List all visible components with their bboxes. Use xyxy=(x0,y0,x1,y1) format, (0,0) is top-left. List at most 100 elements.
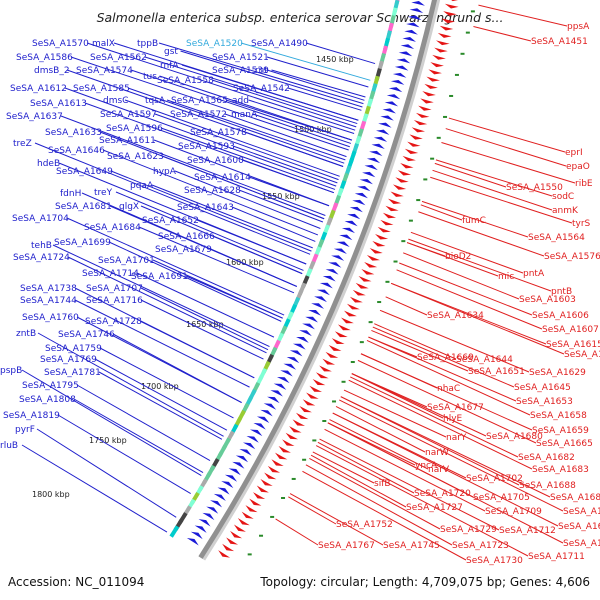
forward-gene-arrow xyxy=(253,423,266,430)
left-leader-line xyxy=(130,69,352,144)
left-leader-line xyxy=(154,113,339,181)
left-leader-line xyxy=(60,115,326,216)
right-leader-line xyxy=(343,389,447,438)
left-gene-label: pyrF xyxy=(15,425,35,435)
left-gene-label: SeSA_A1600 xyxy=(187,156,244,166)
reverse-gene-arrow xyxy=(439,25,454,31)
gc-content-dot xyxy=(359,341,364,344)
reverse-gene-arrow xyxy=(315,372,329,379)
reverse-gene-arrow xyxy=(443,11,457,16)
left-gene-label: gst xyxy=(164,47,178,57)
gc-content-dot xyxy=(436,136,441,139)
left-gene-label: SeSA_A1520 xyxy=(186,39,243,49)
gc-content-dot xyxy=(470,10,475,13)
left-gene-label: SeSA_A1714 xyxy=(82,269,139,279)
left-leader-line xyxy=(151,184,313,249)
right-gene-label: SeSA_A1680 xyxy=(486,432,543,442)
left-gene-label: SeSA_A1707 xyxy=(86,284,143,294)
left-gene-label: SeSA_A1681 xyxy=(55,202,112,212)
forward-gene-arrow xyxy=(239,448,252,456)
left-gene-label: SeSA_A1572 xyxy=(170,110,227,120)
reverse-gene-arrow xyxy=(377,226,391,233)
forward-gene-arrow xyxy=(390,79,405,85)
left-gene-label: pqaA xyxy=(130,181,154,191)
reverse-gene-arrow xyxy=(358,275,372,282)
right-leader-line xyxy=(390,282,565,355)
gc-content-dot xyxy=(454,73,459,76)
left-leader-line xyxy=(181,64,359,121)
forward-gene-arrow xyxy=(349,206,363,213)
forward-gene-arrow xyxy=(228,468,241,476)
left-leader-line xyxy=(231,206,316,242)
forward-gene-arrow xyxy=(373,136,388,142)
right-gene-label: mic xyxy=(498,272,514,282)
left-gene-label: SeSA_A1597 xyxy=(100,110,157,120)
reverse-gene-arrow xyxy=(319,365,332,372)
right-leader-line xyxy=(372,326,515,388)
right-leader-line xyxy=(379,309,530,373)
right-gene-label: SeSA_A1689 xyxy=(550,493,600,503)
right-leader-line xyxy=(312,451,375,484)
forward-gene-arrow xyxy=(273,383,287,390)
reverse-gene-arrow xyxy=(271,459,284,466)
right-leader-line xyxy=(360,353,533,431)
right-gene-label: pntA xyxy=(523,269,545,279)
reverse-gene-arrow xyxy=(387,198,402,205)
left-gene-label: SeSA_A1570 xyxy=(32,39,89,49)
forward-gene-arrow xyxy=(362,171,376,178)
left-gene-label: add xyxy=(232,96,249,106)
right-gene-label: anmK xyxy=(552,206,579,216)
reverse-gene-arrow xyxy=(369,247,383,254)
right-gene-label: SeSA_A1702 xyxy=(466,474,523,484)
kbp-tick-label: 1550 kbp xyxy=(262,192,300,201)
kbp-tick-label: 1800 kbp xyxy=(32,490,70,499)
left-leader-line xyxy=(180,50,363,108)
left-gene-label: SeSA_A1646 xyxy=(48,146,105,156)
leader-line-layer xyxy=(21,4,576,561)
left-leader-line xyxy=(136,272,275,338)
left-gene-label: SeSA_A1628 xyxy=(184,186,241,196)
left-leader-line xyxy=(21,444,168,533)
reverse-gene-arrow xyxy=(237,518,250,526)
right-gene-label: SeSA_A1629 xyxy=(529,368,586,378)
left-leader-line xyxy=(266,69,365,101)
right-leader-line xyxy=(368,336,517,402)
forward-gene-arrow xyxy=(260,409,273,417)
left-leader-line xyxy=(166,99,346,161)
forward-gene-arrow xyxy=(249,429,263,437)
right-leader-line xyxy=(420,204,463,221)
right-leader-line xyxy=(327,422,564,544)
forward-gene-arrow xyxy=(263,403,277,410)
left-gene-label: zntB xyxy=(16,329,36,339)
reverse-gene-arrow xyxy=(372,240,386,247)
forward-gene-arrow xyxy=(371,143,385,149)
left-gene-label: SeSA_A1585 xyxy=(73,84,130,94)
reverse-gene-arrow xyxy=(334,331,348,338)
reverse-gene-arrow xyxy=(420,98,434,104)
right-gene-label: eprI xyxy=(565,148,583,158)
forward-gene-arrow xyxy=(270,390,283,397)
left-gene-label: hdeB xyxy=(37,159,60,169)
left-gene-label: SeSA_A1596 xyxy=(106,124,163,134)
left-leader-line xyxy=(211,79,357,128)
left-leader-line xyxy=(158,42,364,105)
forward-gene-arrow xyxy=(400,44,415,50)
reverse-gene-arrow xyxy=(241,511,254,519)
left-gene-label: rluB xyxy=(0,441,18,451)
reverse-gene-arrow xyxy=(337,324,351,331)
left-leader-line xyxy=(266,56,369,88)
forward-gene-arrow xyxy=(267,396,280,404)
right-gene-label: SeSA_A1645 xyxy=(514,383,571,393)
right-gene-label: nhaC xyxy=(437,384,460,394)
left-leader-line xyxy=(232,145,338,184)
right-leader-line xyxy=(399,262,533,316)
right-gene-label: SeSA_A1651 xyxy=(468,367,525,377)
reverse-gene-arrow xyxy=(292,419,306,426)
right-gene-label: hlyE xyxy=(443,414,463,424)
right-gene-label: yncA xyxy=(415,461,438,471)
left-leader-line xyxy=(34,142,311,255)
reverse-gene-arrow xyxy=(382,212,397,219)
forward-gene-arrow xyxy=(396,58,411,64)
kbp-tick-label: 1650 kbp xyxy=(186,320,224,329)
left-gene-label: SeSA_A1760 xyxy=(22,313,79,323)
